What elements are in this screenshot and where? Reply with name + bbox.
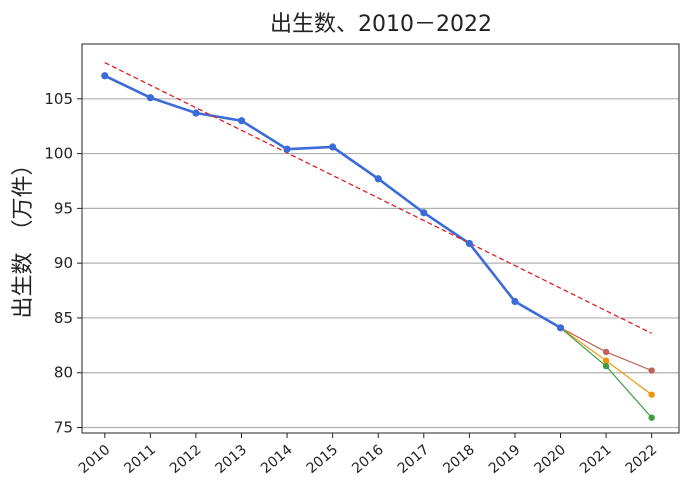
- data-point: [283, 145, 291, 153]
- x-tick-label: 2016: [349, 442, 387, 477]
- data-point: [192, 109, 200, 117]
- data-point: [329, 143, 337, 151]
- x-tick-label: 2014: [258, 442, 296, 477]
- x-tick-label: 2012: [167, 442, 205, 477]
- data-point: [602, 357, 610, 364]
- gridlines: [82, 98, 679, 429]
- x-tick-label: 2022: [623, 442, 661, 477]
- x-tick-label: 2011: [121, 442, 159, 477]
- x-tick-label: 2019: [486, 442, 524, 477]
- y-axis-label: 出生数 （万件）: [11, 153, 36, 318]
- y-tick-label: 95: [54, 199, 73, 217]
- plot-frame: [81, 43, 680, 434]
- data-point: [237, 117, 246, 125]
- data-point: [648, 414, 655, 421]
- y-tick-label: 85: [54, 309, 73, 327]
- axis-ticks: 75 80 85 90 95 100 105 2010 2011 2012 2013 2014 2015…: [44, 90, 660, 477]
- x-tick-label: 2015: [304, 442, 342, 477]
- x-tick-label: 2018: [440, 442, 478, 477]
- data-point: [648, 367, 655, 374]
- data-point: [420, 209, 428, 217]
- series-group: [101, 62, 655, 421]
- x-tick-label: 2017: [395, 442, 433, 477]
- x-tick-label: 2013: [212, 442, 250, 477]
- y-tick-label: 90: [54, 254, 73, 272]
- y-tick-label: 100: [44, 145, 73, 163]
- x-tick-label: 2020: [531, 442, 569, 477]
- y-tick-label: 75: [54, 419, 73, 437]
- series-line-0: [104, 74, 562, 329]
- data-point: [511, 297, 519, 306]
- chart-title: 出生数、2010－2022: [270, 12, 492, 37]
- data-point: [101, 72, 109, 80]
- x-tick-label: 2010: [76, 442, 114, 477]
- y-tick-label: 105: [44, 90, 73, 108]
- data-point: [602, 362, 610, 370]
- series-line-1: [104, 62, 652, 334]
- data-point: [556, 324, 565, 332]
- data-point: [146, 94, 154, 102]
- data-point: [374, 175, 382, 183]
- x-tick-label: 2021: [577, 442, 615, 477]
- data-point: [602, 348, 610, 356]
- data-point: [648, 391, 655, 398]
- y-tick-label: 80: [54, 364, 73, 382]
- data-point: [465, 239, 473, 248]
